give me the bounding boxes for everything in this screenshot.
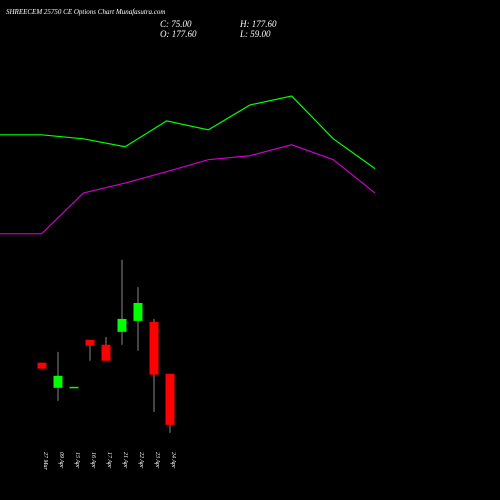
candle-body	[117, 318, 127, 332]
x-tick-label: 21 Apr	[122, 452, 128, 469]
indicator-line	[0, 144, 376, 235]
candle-body	[149, 321, 159, 375]
chart-title: SHREECEM 25750 CE Options Chart Munafasu…	[6, 8, 165, 16]
x-tick-label: 15 Apr	[74, 452, 80, 469]
candle-body	[101, 344, 111, 361]
x-tick-label: 16 Apr	[90, 452, 96, 469]
open-label: O: 177.60	[160, 29, 197, 39]
x-tick-label: 17 Apr	[106, 452, 112, 469]
candle-body	[165, 373, 175, 425]
x-tick-label: 27 Mar	[42, 452, 48, 470]
candle-body	[53, 375, 63, 388]
candle-body	[69, 386, 79, 389]
candle-body	[85, 339, 95, 346]
close-label: C: 75.00	[160, 19, 192, 29]
indicator-line	[0, 95, 376, 170]
candle-body	[133, 302, 143, 321]
x-tick-label: 09 Apr	[58, 452, 64, 469]
x-tick-label: 22 Apr	[138, 452, 144, 469]
low-label: L: 59.00	[239, 29, 271, 39]
x-tick-label: 23 Apr	[154, 452, 160, 469]
candle-body	[37, 362, 47, 369]
x-tick-label: 24 Apr	[170, 452, 177, 469]
high-label: H: 177.60	[239, 19, 277, 29]
